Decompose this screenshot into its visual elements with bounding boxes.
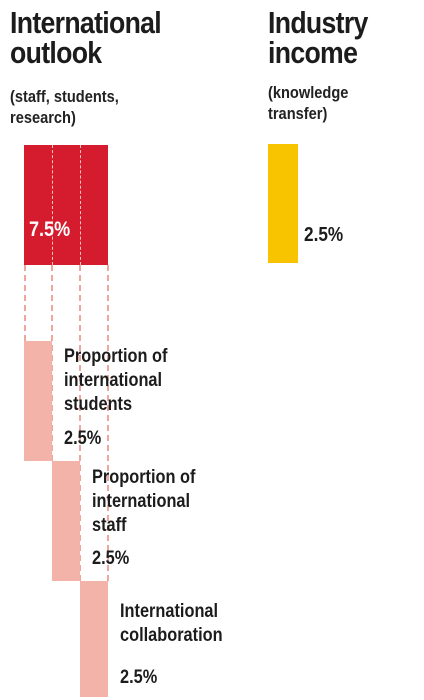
intl-title-line2: outlook	[10, 35, 102, 70]
intl-title-line1: International	[10, 5, 162, 40]
industry-title-line1: Industry	[268, 5, 368, 40]
industry-subtitle-line1: (knowledge	[268, 83, 349, 102]
intl-bar-divider-1	[52, 145, 53, 265]
component-label-line: collaboration	[120, 625, 223, 646]
industry-title-line2: income	[268, 35, 358, 70]
intl-subtitle: (staff, students, research)	[10, 86, 119, 128]
intl-subtitle-line2: research)	[10, 108, 76, 127]
component-label-students: Proportion of international students	[64, 345, 167, 417]
component-pct-staff: 2.5%	[92, 548, 130, 569]
intl-subtitle-line1: (staff, students,	[10, 87, 119, 106]
intl-total-pct: 7.5%	[29, 218, 71, 241]
industry-subtitle: (knowledge transfer)	[268, 82, 348, 124]
component-label-line: international	[64, 370, 163, 391]
component-label-line: international	[92, 491, 191, 512]
component-bar-students	[24, 341, 52, 461]
component-label-line: International	[120, 601, 219, 622]
guide-line-2	[51, 265, 53, 461]
intl-total-bar	[24, 145, 108, 265]
intl-bar-divider-2	[80, 145, 81, 265]
component-bar-collaboration	[80, 581, 108, 697]
component-pct-collaboration: 2.5%	[120, 667, 158, 688]
guide-line-3	[79, 265, 81, 581]
component-label-line: staff	[92, 515, 127, 536]
component-label-line: students	[64, 394, 133, 415]
industry-title: Industry income	[268, 5, 368, 70]
component-label-line: Proportion of	[64, 346, 168, 367]
industry-subtitle-line2: transfer)	[268, 104, 328, 123]
guide-line-1	[24, 265, 26, 341]
intl-title: International outlook	[10, 5, 162, 70]
component-label-line: Proportion of	[92, 467, 196, 488]
component-pct-students: 2.5%	[64, 428, 102, 449]
component-bar-staff	[52, 461, 80, 581]
guide-line-4	[107, 265, 109, 581]
industry-bar	[268, 144, 298, 263]
component-label-staff: Proportion of international staff	[92, 466, 195, 538]
industry-pct: 2.5%	[304, 224, 344, 246]
component-label-collaboration: International collaboration	[120, 600, 223, 648]
